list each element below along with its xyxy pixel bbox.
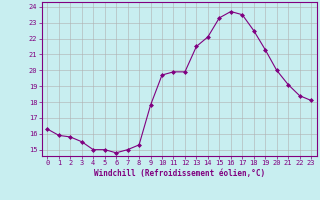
X-axis label: Windchill (Refroidissement éolien,°C): Windchill (Refroidissement éolien,°C) (94, 169, 265, 178)
